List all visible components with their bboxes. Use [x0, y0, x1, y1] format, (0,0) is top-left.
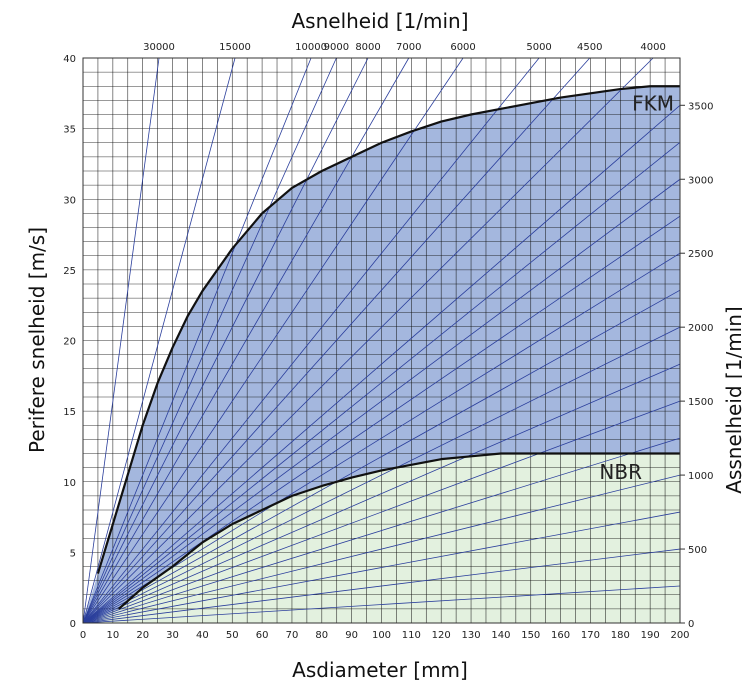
y-tick-label: 15 — [63, 407, 76, 418]
right-tick-labels: 0 500 1000 1500 2000 2500 3000 3500 — [680, 101, 713, 630]
limit-curves — [96, 85, 680, 610]
speed-line-8000 — [82, 57, 369, 624]
top-tick-label: 15000 — [219, 42, 251, 53]
y-tick-label: 10 — [63, 478, 76, 489]
x-tick-label: 40 — [196, 630, 209, 641]
speed-line-15000 — [82, 57, 236, 624]
x-tick-label: 50 — [226, 630, 239, 641]
fkm-limit-curve — [96, 85, 680, 574]
y-tick-label: 40 — [63, 54, 76, 65]
right-tick-label: 3000 — [688, 175, 713, 186]
y-tick-labels: 0 5 10 15 20 25 30 35 40 — [63, 54, 76, 630]
grid — [82, 57, 681, 624]
x-tick-label: 80 — [315, 630, 328, 641]
y-axis-title: Perifere snelheid [m/s] — [25, 227, 49, 453]
x-axis-title: Asdiameter [mm] — [292, 658, 468, 682]
speed-lines — [82, 57, 681, 624]
speed-line-2500 — [82, 252, 681, 624]
y-tick-label: 20 — [63, 337, 76, 348]
top-tick-label: 4500 — [577, 42, 602, 53]
x-tick-label: 150 — [521, 630, 540, 641]
x-tick-label: 20 — [136, 630, 149, 641]
x-tick-label: 200 — [670, 630, 689, 641]
x-tick-label: 30 — [166, 630, 179, 641]
speed-line-1750 — [82, 363, 681, 624]
y-tick-label: 30 — [63, 195, 76, 206]
right-tick-label: 0 — [688, 619, 694, 630]
x-tick-label: 130 — [462, 630, 481, 641]
y-tick-label: 25 — [63, 266, 76, 277]
right-axis-title: Assnelheid [1/min] — [722, 306, 742, 493]
x-tick-label: 140 — [491, 630, 510, 641]
x-tick-label: 190 — [641, 630, 660, 641]
top-tick-label: 5000 — [526, 42, 551, 53]
speed-line-3000 — [82, 178, 681, 624]
speed-line-1250 — [82, 437, 681, 624]
x-tick-label: 110 — [402, 630, 421, 641]
speed-line-30000 — [82, 57, 160, 624]
fkm-label: FKM — [632, 91, 674, 115]
x-tick-label: 180 — [611, 630, 630, 641]
x-tick-labels: 0 10 20 30 40 50 60 70 80 90 100 110 120 130 140 150 160… — [80, 630, 690, 641]
right-tick-label: 500 — [688, 545, 707, 556]
series-labels: FKM NBR — [599, 91, 674, 484]
nbr-limit-curve — [118, 452, 680, 610]
speed-line-2750 — [82, 215, 681, 624]
speed-line-5000 — [82, 57, 540, 624]
y-tick-label: 0 — [70, 619, 76, 630]
top-tick-label: 30000 — [143, 42, 175, 53]
top-tick-label: 6000 — [450, 42, 475, 53]
plot-frame — [82, 57, 681, 624]
top-tick-label: 9000 — [324, 42, 349, 53]
top-tick-label: 4000 — [640, 42, 665, 53]
speed-line-1500 — [82, 400, 681, 624]
x-tick-label: 70 — [286, 630, 299, 641]
right-tick-label: 1500 — [688, 397, 713, 408]
speed-line-250 — [82, 585, 681, 624]
speed-line-10000 — [82, 57, 312, 624]
speed-line-6000 — [82, 57, 464, 624]
right-tick-label: 3500 — [688, 101, 713, 112]
x-tick-label: 100 — [372, 630, 391, 641]
x-tick-label: 90 — [345, 630, 358, 641]
nbr-label: NBR — [599, 460, 642, 484]
x-tick-label: 10 — [106, 630, 119, 641]
speed-line-750 — [82, 511, 681, 624]
x-tick-label: 120 — [432, 630, 451, 641]
x-tick-label: 170 — [581, 630, 600, 641]
top-tick-label: 8000 — [355, 42, 380, 53]
speed-line-1000 — [82, 474, 681, 624]
y-tick-label: 5 — [70, 548, 76, 559]
right-tick-label: 1000 — [688, 471, 713, 482]
y-tick-label: 35 — [63, 125, 76, 136]
speed-line-3500 — [82, 104, 681, 624]
speed-line-500 — [82, 548, 681, 624]
x-tick-label: 60 — [256, 630, 269, 641]
speed-line-2000 — [82, 326, 681, 624]
right-tick-label: 2500 — [688, 249, 713, 260]
top-tick-label: 7000 — [396, 42, 421, 53]
speed-line-4500 — [82, 57, 591, 624]
speed-line-3250 — [82, 141, 681, 624]
right-tick-label: 2000 — [688, 323, 713, 334]
speed-line-2250 — [82, 289, 681, 624]
speed-line-7000 — [82, 57, 410, 624]
top-axis-title: Asnelheid [1/min] — [291, 9, 468, 33]
x-tick-label: 0 — [80, 630, 86, 641]
speed-line-9000 — [82, 57, 337, 624]
x-tick-label: 160 — [551, 630, 570, 641]
top-tick-label: 10000 — [295, 42, 327, 53]
speed-line-4000 — [82, 57, 654, 624]
